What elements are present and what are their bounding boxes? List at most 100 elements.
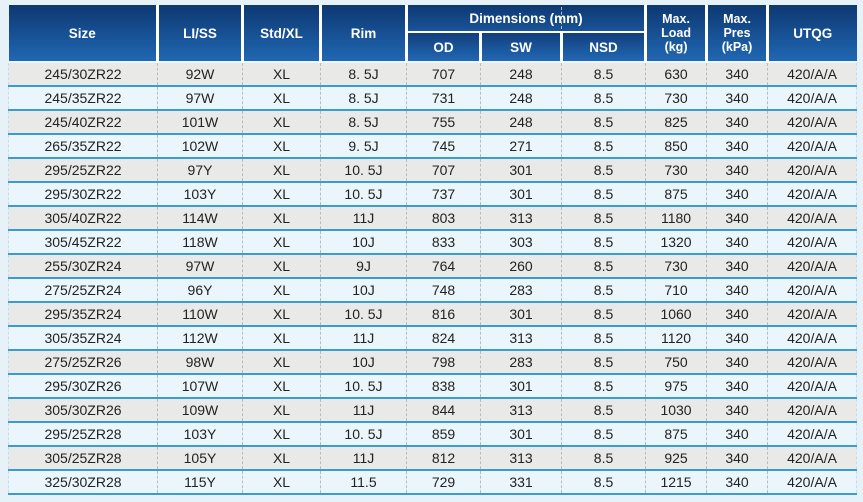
cell-rim: 9. 5J bbox=[320, 134, 407, 158]
cell-li_ss: 101W bbox=[157, 110, 243, 134]
cell-max_load_kg: 850 bbox=[645, 134, 707, 158]
cell-size: 305/45ZR22 bbox=[8, 230, 158, 254]
cell-max_load_kg: 730 bbox=[645, 158, 707, 182]
cell-max_pres_kpa: 340 bbox=[706, 374, 768, 398]
cell-li_ss: 109W bbox=[157, 398, 243, 422]
cell-max_pres_kpa: 340 bbox=[706, 158, 768, 182]
cell-utqg: 420/A/A bbox=[767, 470, 858, 494]
cell-rim: 10J bbox=[320, 350, 407, 374]
cell-utqg: 420/A/A bbox=[767, 62, 858, 86]
cell-od: 729 bbox=[406, 470, 481, 494]
cell-li_ss: 118W bbox=[157, 230, 243, 254]
col-header-od: OD bbox=[405, 32, 481, 62]
cell-std_xl: XL bbox=[242, 422, 321, 446]
table-row: 305/35ZR24 112W XL 11J 824 313 8.5 1120 340 420/A… bbox=[8, 326, 858, 350]
cell-max_pres_kpa: 340 bbox=[706, 62, 768, 86]
col-header-max-pres: Max. Pres (kPa) bbox=[705, 5, 768, 62]
cell-std_xl: XL bbox=[242, 326, 321, 350]
cell-od: 764 bbox=[406, 254, 481, 278]
cell-max_pres_kpa: 340 bbox=[706, 134, 768, 158]
cell-od: 745 bbox=[406, 134, 481, 158]
cell-li_ss: 97Y bbox=[157, 158, 243, 182]
cell-rim: 11J bbox=[320, 326, 407, 350]
table-row: 245/40ZR22 101W XL 8. 5J 755 248 8.5 825 340 420/… bbox=[8, 110, 858, 134]
col-header-dimensions: Dimensions (mm) bbox=[404, 5, 646, 33]
cell-nsd: 8.5 bbox=[560, 326, 646, 350]
cell-max_pres_kpa: 340 bbox=[706, 302, 768, 326]
table-row: 325/30ZR28 115Y XL 11.5 729 331 8.5 1215 340 420/… bbox=[8, 470, 858, 494]
cell-utqg: 420/A/A bbox=[767, 206, 858, 230]
cell-rim: 10J bbox=[320, 278, 407, 302]
cell-li_ss: 97W bbox=[157, 254, 243, 278]
cell-max_load_kg: 925 bbox=[645, 446, 707, 470]
cell-sw: 313 bbox=[480, 326, 562, 350]
cell-nsd: 8.5 bbox=[560, 206, 646, 230]
cell-std_xl: XL bbox=[242, 158, 321, 182]
cell-li_ss: 98W bbox=[157, 350, 243, 374]
cell-od: 731 bbox=[406, 86, 481, 110]
table-row: 295/30ZR22 103Y XL 10. 5J 737 301 8.5 875 340 420… bbox=[8, 182, 858, 206]
cell-std_xl: XL bbox=[242, 446, 321, 470]
dimensions-label: Dimensions (mm) bbox=[469, 10, 583, 26]
cell-max_load_kg: 710 bbox=[645, 278, 707, 302]
cell-std_xl: XL bbox=[242, 134, 321, 158]
cell-li_ss: 114W bbox=[157, 206, 243, 230]
cell-rim: 10. 5J bbox=[320, 302, 407, 326]
cell-sw: 331 bbox=[480, 470, 562, 494]
cell-od: 824 bbox=[406, 326, 481, 350]
cell-std_xl: XL bbox=[242, 62, 321, 86]
cell-utqg: 420/A/A bbox=[767, 230, 858, 254]
cell-li_ss: 96Y bbox=[157, 278, 243, 302]
cell-sw: 283 bbox=[480, 278, 562, 302]
cell-max_load_kg: 825 bbox=[645, 110, 707, 134]
cell-sw: 303 bbox=[480, 230, 562, 254]
cell-size: 305/25ZR28 bbox=[8, 446, 158, 470]
cell-utqg: 420/A/A bbox=[767, 374, 858, 398]
cell-std_xl: XL bbox=[242, 278, 321, 302]
cell-max_pres_kpa: 340 bbox=[706, 398, 768, 422]
cell-od: 748 bbox=[406, 278, 481, 302]
table-row: 295/25ZR28 103Y XL 10. 5J 859 301 8.5 875 340 420… bbox=[8, 422, 858, 446]
cell-size: 295/35ZR24 bbox=[8, 302, 158, 326]
cell-sw: 313 bbox=[480, 398, 562, 422]
cell-max_pres_kpa: 340 bbox=[706, 206, 768, 230]
cell-li_ss: 112W bbox=[157, 326, 243, 350]
cell-utqg: 420/A/A bbox=[767, 110, 858, 134]
cell-od: 737 bbox=[406, 182, 481, 206]
cell-nsd: 8.5 bbox=[560, 254, 646, 278]
cell-rim: 10J bbox=[320, 230, 407, 254]
col-header-std-xl: Std/XL bbox=[241, 5, 321, 62]
cell-sw: 260 bbox=[480, 254, 562, 278]
table-row: 295/30ZR26 107W XL 10. 5J 838 301 8.5 975 340 420… bbox=[8, 374, 858, 398]
cell-nsd: 8.5 bbox=[560, 134, 646, 158]
table-row: 245/30ZR22 92W XL 8. 5J 707 248 8.5 630 340 420/A… bbox=[8, 62, 858, 86]
cell-li_ss: 107W bbox=[157, 374, 243, 398]
cell-utqg: 420/A/A bbox=[767, 278, 858, 302]
cell-nsd: 8.5 bbox=[560, 62, 646, 86]
cell-std_xl: XL bbox=[242, 182, 321, 206]
cell-utqg: 420/A/A bbox=[767, 254, 858, 278]
cell-nsd: 8.5 bbox=[560, 158, 646, 182]
col-header-rim: Rim bbox=[319, 5, 407, 62]
cell-od: 803 bbox=[406, 206, 481, 230]
cell-max_pres_kpa: 340 bbox=[706, 422, 768, 446]
cell-rim: 8. 5J bbox=[320, 86, 407, 110]
cell-size: 295/30ZR22 bbox=[8, 182, 158, 206]
cell-size: 305/40ZR22 bbox=[8, 206, 158, 230]
cell-rim: 8. 5J bbox=[320, 110, 407, 134]
cell-nsd: 8.5 bbox=[560, 446, 646, 470]
table-row: 295/25ZR22 97Y XL 10. 5J 707 301 8.5 730 340 420/… bbox=[8, 158, 858, 182]
cell-utqg: 420/A/A bbox=[767, 86, 858, 110]
cell-max_load_kg: 730 bbox=[645, 254, 707, 278]
cell-li_ss: 105Y bbox=[157, 446, 243, 470]
cell-max_pres_kpa: 340 bbox=[706, 470, 768, 494]
cell-max_load_kg: 1120 bbox=[645, 326, 707, 350]
cell-od: 838 bbox=[406, 374, 481, 398]
cell-std_xl: XL bbox=[242, 350, 321, 374]
table-row: 275/25ZR26 98W XL 10J 798 283 8.5 750 340 420/A/A bbox=[8, 350, 858, 374]
cell-std_xl: XL bbox=[242, 86, 321, 110]
cell-size: 305/35ZR24 bbox=[8, 326, 158, 350]
cell-size: 275/25ZR24 bbox=[8, 278, 158, 302]
dashed-divider bbox=[561, 7, 563, 29]
